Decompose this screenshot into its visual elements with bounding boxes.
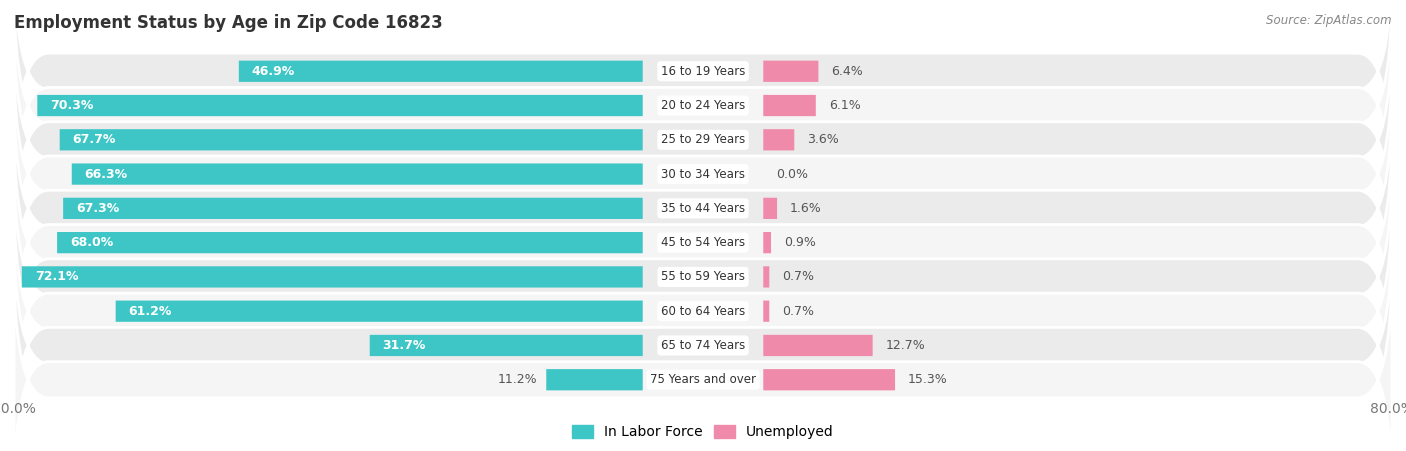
Text: 45 to 54 Years: 45 to 54 Years bbox=[661, 236, 745, 249]
FancyBboxPatch shape bbox=[763, 232, 770, 253]
FancyBboxPatch shape bbox=[14, 89, 1392, 327]
FancyBboxPatch shape bbox=[59, 129, 643, 151]
Text: 6.1%: 6.1% bbox=[828, 99, 860, 112]
FancyBboxPatch shape bbox=[14, 21, 1392, 259]
Text: Source: ZipAtlas.com: Source: ZipAtlas.com bbox=[1267, 14, 1392, 27]
FancyBboxPatch shape bbox=[22, 266, 643, 288]
Text: 20 to 24 Years: 20 to 24 Years bbox=[661, 99, 745, 112]
Text: Employment Status by Age in Zip Code 16823: Employment Status by Age in Zip Code 168… bbox=[14, 14, 443, 32]
Text: 3.6%: 3.6% bbox=[807, 133, 839, 146]
FancyBboxPatch shape bbox=[239, 60, 643, 82]
FancyBboxPatch shape bbox=[763, 95, 815, 116]
FancyBboxPatch shape bbox=[763, 129, 794, 151]
FancyBboxPatch shape bbox=[115, 300, 643, 322]
FancyBboxPatch shape bbox=[14, 124, 1392, 362]
FancyBboxPatch shape bbox=[763, 335, 873, 356]
Text: 75 Years and over: 75 Years and over bbox=[650, 373, 756, 386]
FancyBboxPatch shape bbox=[14, 226, 1392, 451]
Text: 0.7%: 0.7% bbox=[782, 271, 814, 283]
FancyBboxPatch shape bbox=[14, 261, 1392, 451]
Text: 35 to 44 Years: 35 to 44 Years bbox=[661, 202, 745, 215]
Text: 1.6%: 1.6% bbox=[790, 202, 821, 215]
FancyBboxPatch shape bbox=[547, 369, 643, 391]
FancyBboxPatch shape bbox=[763, 60, 818, 82]
FancyBboxPatch shape bbox=[14, 55, 1392, 293]
FancyBboxPatch shape bbox=[38, 95, 643, 116]
Text: 11.2%: 11.2% bbox=[498, 373, 537, 386]
Text: 0.0%: 0.0% bbox=[776, 168, 808, 180]
Legend: In Labor Force, Unemployed: In Labor Force, Unemployed bbox=[567, 420, 839, 445]
Text: 31.7%: 31.7% bbox=[382, 339, 426, 352]
FancyBboxPatch shape bbox=[763, 300, 769, 322]
Text: 0.9%: 0.9% bbox=[785, 236, 815, 249]
FancyBboxPatch shape bbox=[763, 369, 896, 391]
FancyBboxPatch shape bbox=[14, 0, 1392, 190]
Text: 67.7%: 67.7% bbox=[73, 133, 115, 146]
FancyBboxPatch shape bbox=[763, 198, 778, 219]
FancyBboxPatch shape bbox=[370, 335, 643, 356]
Text: 65 to 74 Years: 65 to 74 Years bbox=[661, 339, 745, 352]
Text: 60 to 64 Years: 60 to 64 Years bbox=[661, 305, 745, 318]
Text: 46.9%: 46.9% bbox=[252, 65, 295, 78]
FancyBboxPatch shape bbox=[14, 0, 1392, 225]
Text: 68.0%: 68.0% bbox=[70, 236, 114, 249]
Text: 67.3%: 67.3% bbox=[76, 202, 120, 215]
Text: 16 to 19 Years: 16 to 19 Years bbox=[661, 65, 745, 78]
FancyBboxPatch shape bbox=[63, 198, 643, 219]
FancyBboxPatch shape bbox=[14, 158, 1392, 396]
Text: 70.3%: 70.3% bbox=[51, 99, 94, 112]
Text: 6.4%: 6.4% bbox=[831, 65, 863, 78]
Text: 55 to 59 Years: 55 to 59 Years bbox=[661, 271, 745, 283]
FancyBboxPatch shape bbox=[72, 163, 643, 185]
Text: 0.7%: 0.7% bbox=[782, 305, 814, 318]
Text: 15.3%: 15.3% bbox=[908, 373, 948, 386]
FancyBboxPatch shape bbox=[14, 192, 1392, 430]
Text: 61.2%: 61.2% bbox=[128, 305, 172, 318]
Text: 30 to 34 Years: 30 to 34 Years bbox=[661, 168, 745, 180]
FancyBboxPatch shape bbox=[58, 232, 643, 253]
Text: 72.1%: 72.1% bbox=[35, 271, 79, 283]
FancyBboxPatch shape bbox=[763, 266, 769, 288]
Text: 25 to 29 Years: 25 to 29 Years bbox=[661, 133, 745, 146]
Text: 12.7%: 12.7% bbox=[886, 339, 925, 352]
Text: 66.3%: 66.3% bbox=[84, 168, 128, 180]
